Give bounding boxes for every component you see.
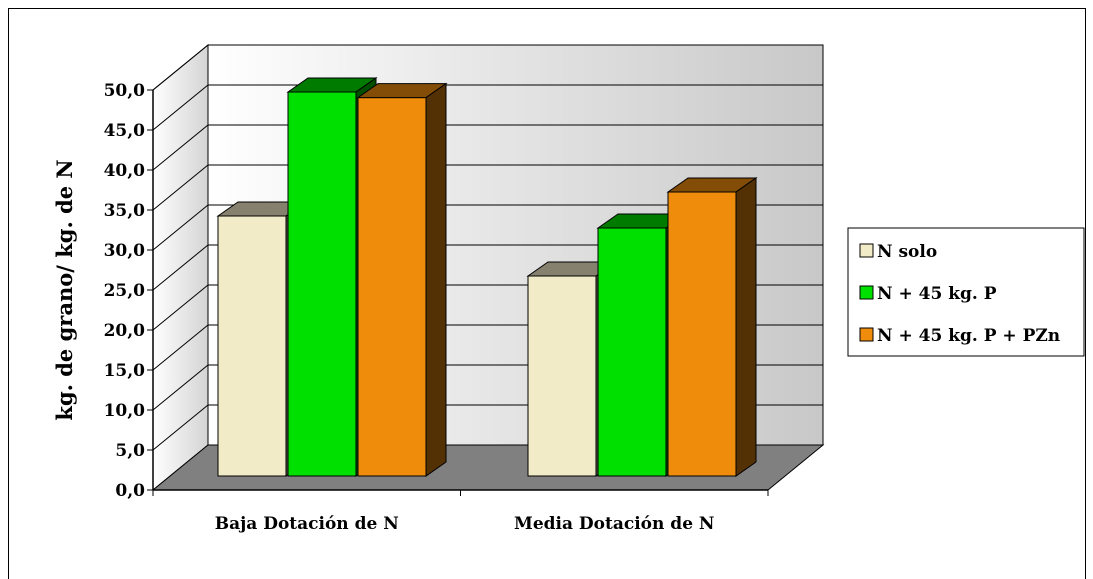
legend-label: N + 45 kg. P — [877, 284, 997, 304]
legend-label: N + 45 kg. P + PZn — [877, 326, 1060, 346]
bar — [356, 82, 448, 477]
y-tick-label: 5,0 — [115, 441, 145, 461]
legend-box — [847, 227, 1085, 357]
axes — [147, 89, 769, 496]
y-tick-label: 20,0 — [104, 321, 146, 341]
y-tick-labels: 0,0 5,0 10,0 15,0 20,0 25,0 30,0 35,0 40,0 45,0 50… — [104, 81, 146, 501]
y-tick-label: 30,0 — [104, 241, 146, 261]
gridline-side — [152, 244, 209, 291]
bar — [666, 177, 758, 477]
legend-swatch — [859, 243, 874, 258]
gridline-side — [152, 364, 209, 411]
y-tick-label: 45,0 — [104, 121, 146, 141]
x-category-label: Media Dotación de N — [514, 514, 714, 534]
bar-front — [217, 215, 287, 477]
gridline-side — [152, 284, 209, 331]
bar-front — [667, 191, 737, 477]
legend-swatch — [859, 327, 874, 342]
y-tick-label: 35,0 — [104, 201, 146, 221]
bar-front — [287, 91, 357, 477]
x-category-label: Baja Dotación de N — [215, 514, 399, 534]
bar-front — [527, 275, 597, 477]
gridline-side — [152, 204, 209, 251]
gridline-side — [152, 164, 209, 211]
bar-front — [357, 97, 427, 477]
legend: N solo N + 45 kg. P N + 45 kg. P + PZn — [847, 227, 1085, 357]
gridline-side — [152, 124, 209, 171]
y-tick-label: 25,0 — [104, 281, 146, 301]
bar-side — [425, 82, 447, 477]
x-category-labels: Baja Dotación de N Media Dotación de N — [215, 514, 715, 534]
y-tick-label: 15,0 — [104, 361, 146, 381]
bar-side — [735, 177, 757, 477]
bars — [216, 77, 758, 477]
y-tick-label: 10,0 — [104, 401, 146, 421]
y-tick-label: 50,0 — [104, 81, 146, 101]
gridline-side — [152, 84, 209, 131]
y-axis-label: kg. de grano/ kg. de N — [52, 159, 77, 420]
y-tick-label: 0,0 — [115, 481, 145, 501]
gridline-side — [152, 44, 209, 91]
bar-front — [597, 227, 667, 477]
gridline-side — [152, 324, 209, 371]
gridline-side — [152, 404, 209, 451]
y-tick-label: 40,0 — [104, 161, 146, 181]
legend-label: N solo — [877, 242, 937, 262]
legend-swatch — [859, 285, 874, 300]
